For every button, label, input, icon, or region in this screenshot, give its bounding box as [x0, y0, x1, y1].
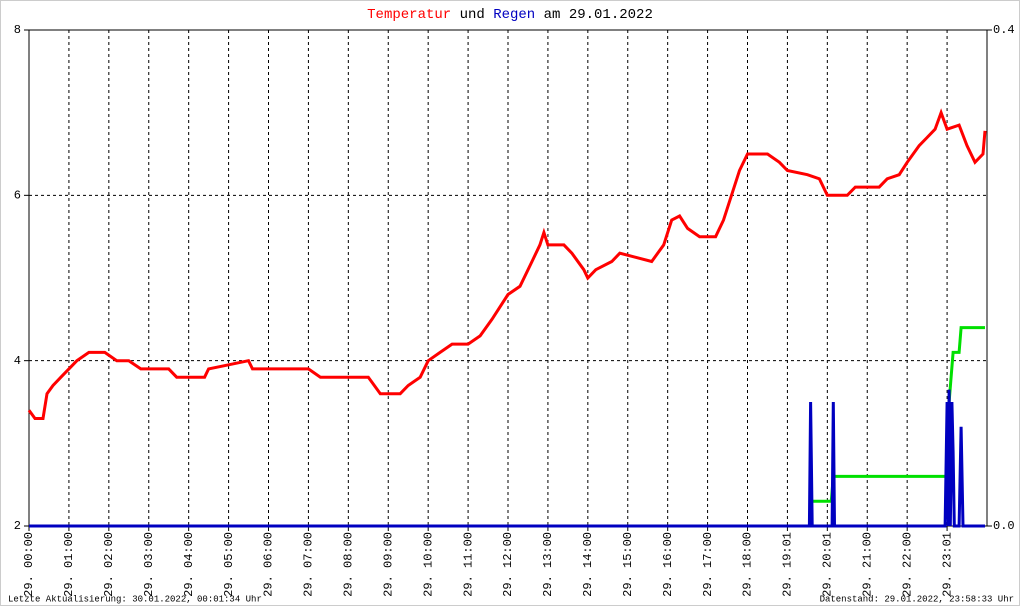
- series-line: [27, 108, 987, 420]
- x-tick-label: 29. 22:00: [900, 532, 914, 597]
- title-word: Temperatur: [367, 7, 451, 23]
- x-tick-label: 29. 06:00: [262, 532, 276, 597]
- y-tick-label: 8: [14, 23, 21, 37]
- x-tick-label: 29. 17:00: [701, 532, 715, 597]
- x-tick-label: 29. 02:00: [102, 532, 116, 597]
- x-tick-label: 29. 10:00: [421, 532, 435, 597]
- x-tick-label: 29. 21:00: [860, 532, 874, 597]
- x-tick-label: 29. 09:00: [381, 532, 395, 597]
- x-tick-label: 29. 20:01: [821, 532, 835, 597]
- chart-title: Temperatur und Regen am 29.01.2022: [367, 7, 653, 23]
- series-line: [29, 389, 985, 528]
- x-tick-label: 29. 07:00: [302, 532, 316, 597]
- x-tick-label: 29. 11:00: [461, 532, 475, 597]
- x-tick-label: 29. 03:00: [142, 532, 156, 597]
- y-tick-label: 6: [14, 189, 21, 203]
- x-tick-label: 29. 15:00: [621, 532, 635, 597]
- x-tick-label: 29. 19:01: [781, 532, 795, 597]
- x-tick-label: 29. 18:00: [741, 532, 755, 597]
- title-word: am 29.01.2022: [544, 7, 653, 23]
- x-tick-label: 29. 00:00: [22, 532, 36, 597]
- footer-left: Letzte Aktualisierung: 30.01.2022, 00:01…: [8, 594, 262, 604]
- title-word: und: [460, 7, 485, 23]
- footer-right: Datenstand: 29.01.2022, 23:58:33 Uhr: [820, 594, 1014, 604]
- x-tick-label: 29. 08:00: [342, 532, 356, 597]
- y2-tick-label: 0.4: [993, 23, 1015, 37]
- y-tick-label: 4: [14, 354, 21, 368]
- x-tick-label: 29. 23:01: [940, 532, 954, 597]
- x-tick-label: 29. 05:00: [222, 532, 236, 597]
- x-tick-label: 29. 12:00: [501, 532, 515, 597]
- x-tick-label: 29. 01:00: [62, 532, 76, 597]
- y-tick-label: 2: [14, 519, 21, 533]
- x-tick-label: 29. 13:00: [541, 532, 555, 597]
- x-tick-label: 29. 16:00: [661, 532, 675, 597]
- x-tick-label: 29. 04:00: [182, 532, 196, 597]
- y2-tick-label: 0.0: [993, 519, 1015, 533]
- x-tick-label: 29. 14:00: [581, 532, 595, 597]
- title-word: Regen: [493, 7, 535, 23]
